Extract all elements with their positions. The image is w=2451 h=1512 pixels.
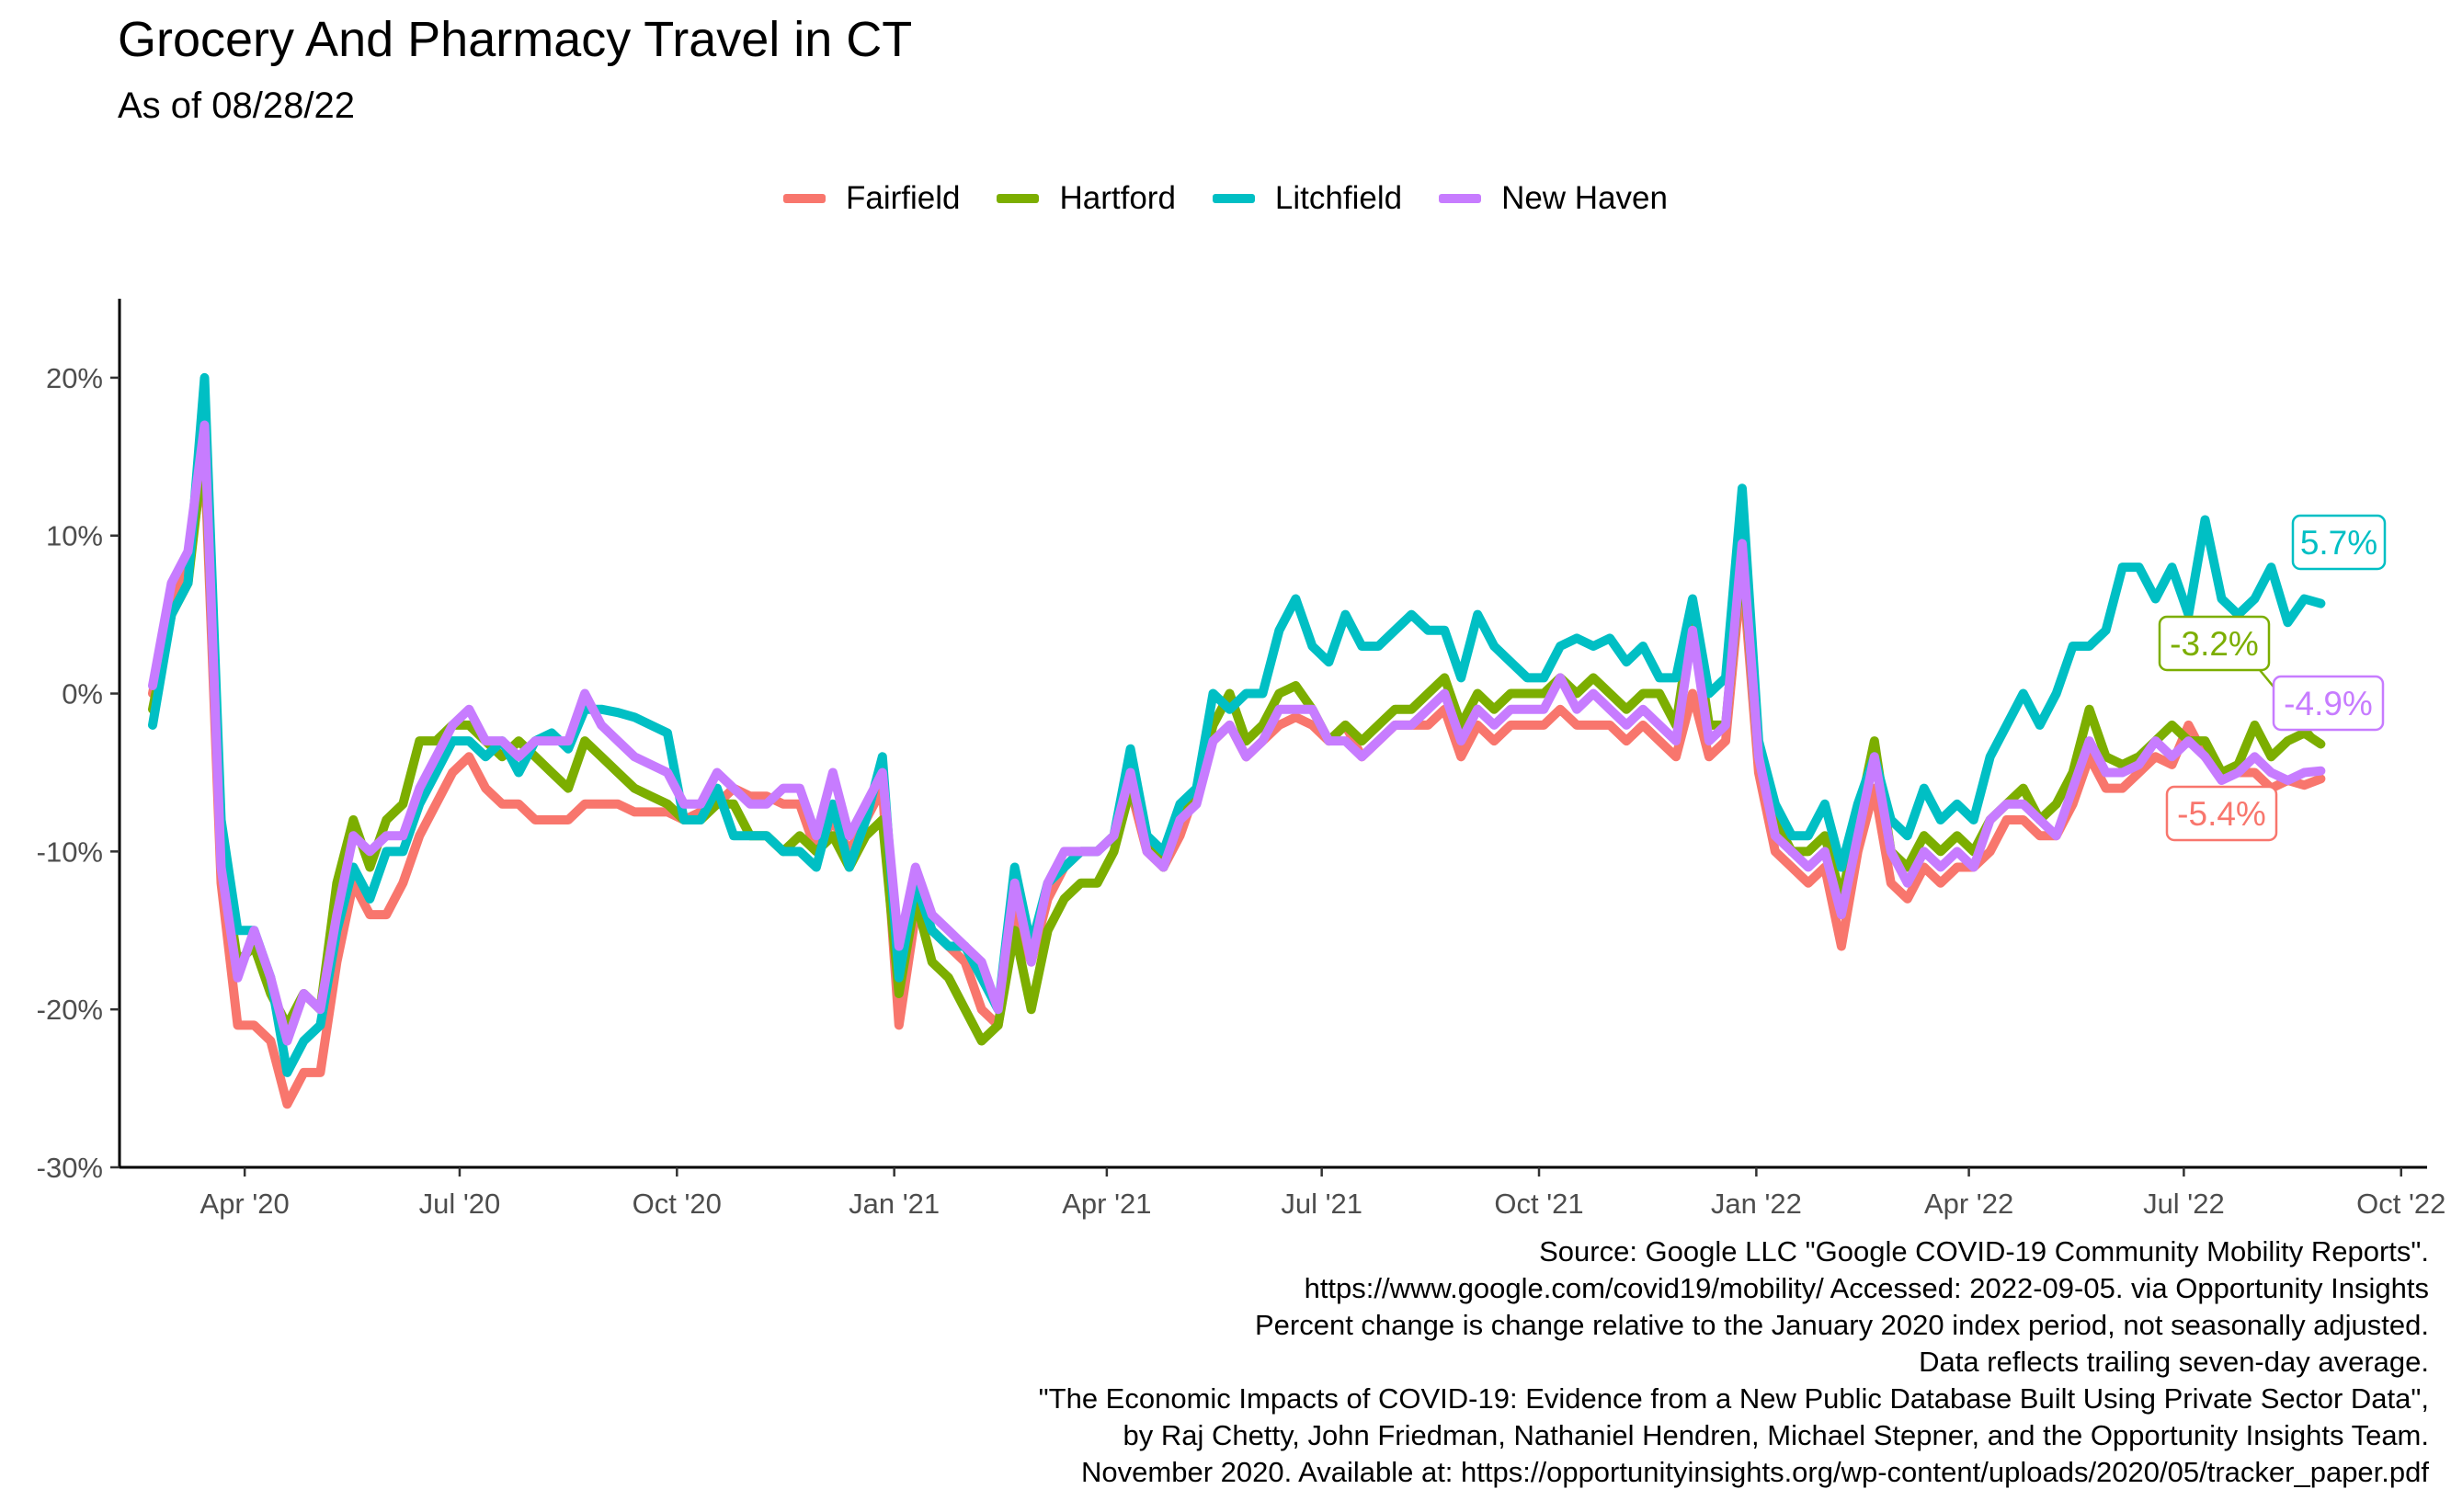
legend-label-new-haven: New Haven (1501, 180, 1668, 216)
source-note: Source: Google LLC "Google COVID-19 Comm… (1039, 1233, 2429, 1491)
legend-label-hartford: Hartford (1059, 180, 1176, 216)
legend-item-hartford: Hartford (997, 180, 1176, 217)
series-line-hartford (148, 436, 2326, 1046)
source-line: Data reflects trailing seven-day average… (1919, 1346, 2429, 1378)
x-tick-label: Oct '20 (633, 1188, 722, 1220)
x-tick-label: Jan '22 (1711, 1188, 1802, 1220)
y-tick-label: 0% (62, 678, 103, 711)
y-tick-label: 10% (46, 520, 103, 552)
chart-subtitle: As of 08/28/22 (118, 85, 355, 126)
source-line: "The Economic Impacts of COVID-19: Evide… (1038, 1382, 2429, 1415)
legend-item-new-haven: New Haven (1439, 180, 1668, 217)
series-line-litchfield (148, 372, 2326, 1077)
end-label-new-haven: -4.9% (2284, 685, 2373, 722)
end-label-litchfield: 5.7% (2300, 524, 2377, 562)
x-tick-label: Apr '22 (1924, 1188, 2013, 1220)
end-label-box-new-haven (2272, 675, 2385, 732)
end-labels: -5.4% -3.2% 5.7% -4.9% (2158, 514, 2387, 842)
series-line-new-haven (148, 420, 2326, 1046)
y-tick-label: -10% (37, 836, 103, 868)
x-tick-label: Jul '20 (419, 1188, 501, 1220)
source-line: Source: Google LLC "Google COVID-19 Comm… (1539, 1235, 2429, 1268)
legend-label-fairfield: Fairfield (846, 180, 961, 216)
x-tick-label: Oct '21 (1494, 1188, 1583, 1220)
axes: -30% -20% -10% 0% 10% 20% Apr '20 Jul '20 Oct '2… (37, 299, 2445, 1220)
x-tick-label: Apr '20 (200, 1188, 290, 1220)
source-line: by Raj Chetty, John Friedman, Nathaniel … (1123, 1419, 2429, 1451)
legend-label-litchfield: Litchfield (1274, 180, 1403, 216)
source-line: November 2020. Available at: https://opp… (1081, 1456, 2429, 1488)
legend-item-fairfield: Fairfield (783, 180, 960, 217)
legend-swatch-fairfield (783, 194, 826, 203)
x-tick-label: Jul '21 (1281, 1188, 1362, 1220)
y-tick-label: 20% (46, 362, 103, 394)
legend: Fairfield Hartford Litchfield New Haven (0, 180, 2451, 217)
legend-swatch-litchfield (1212, 194, 1255, 203)
series-line-fairfield (148, 451, 2326, 1109)
end-label-box-fairfield (2165, 785, 2278, 842)
legend-swatch-hartford (997, 194, 1040, 203)
source-line: https://www.google.com/covid19/mobility/… (1304, 1272, 2429, 1304)
x-tick-label: Jul '22 (2143, 1188, 2225, 1220)
legend-swatch-new-haven (1439, 194, 1482, 203)
end-label-box-hartford (2158, 615, 2271, 672)
chart-title: Grocery And Pharmacy Travel in CT (118, 12, 913, 67)
end-label-box-litchfield (2291, 514, 2387, 571)
y-tick-label: -20% (37, 994, 103, 1026)
legend-item-litchfield: Litchfield (1212, 180, 1403, 217)
x-tick-label: Apr '21 (1062, 1188, 1151, 1220)
source-line: Percent change is change relative to the… (1254, 1309, 2429, 1341)
y-tick-label: -30% (37, 1152, 103, 1184)
end-label-hartford: -3.2% (2170, 625, 2259, 663)
x-tick-label: Oct '22 (2356, 1188, 2445, 1220)
x-tick-label: Jan '21 (849, 1188, 940, 1220)
series-lines (148, 372, 2326, 1109)
end-label-fairfield: -5.4% (2177, 795, 2266, 833)
